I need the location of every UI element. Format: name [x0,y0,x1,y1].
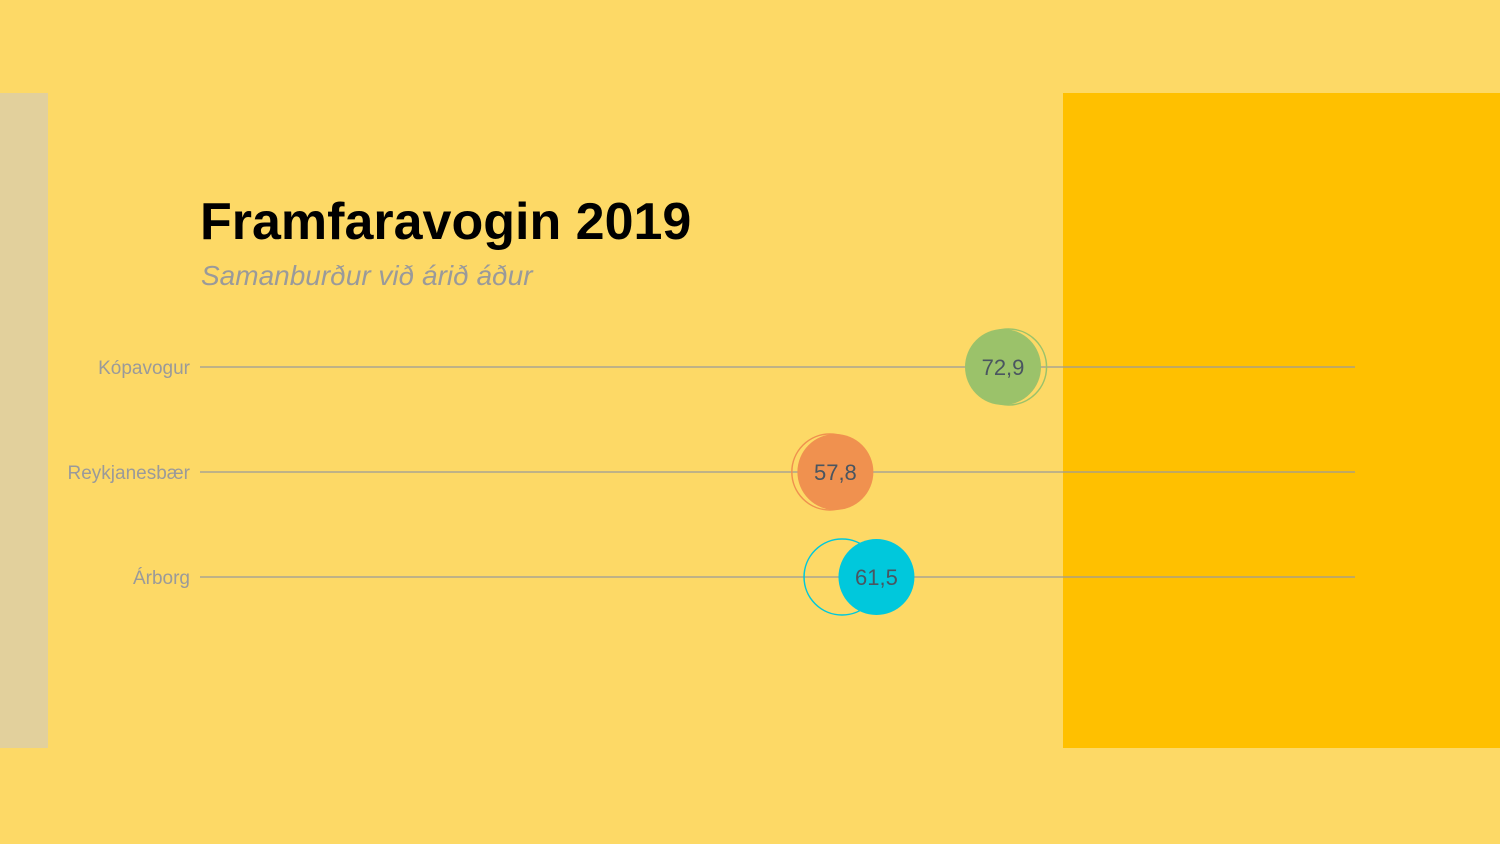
chart-subtitle: Samanburður við árið áður [201,260,533,291]
right-accent-panel [1063,93,1500,748]
data-label: 57,8 [814,460,857,485]
category-label: Kópavogur [98,358,191,379]
data-label: 61,5 [855,565,898,590]
current-value-marker [965,329,1041,405]
chart-title: Framfaravogin 2019 [200,193,692,251]
current-value-marker [797,434,874,510]
category-label: Árborg [133,568,190,589]
current-value-marker [838,539,915,615]
left-accent-panel [0,93,48,748]
data-label: 72,9 [982,355,1025,380]
category-label: Reykjanesbær [68,463,191,484]
